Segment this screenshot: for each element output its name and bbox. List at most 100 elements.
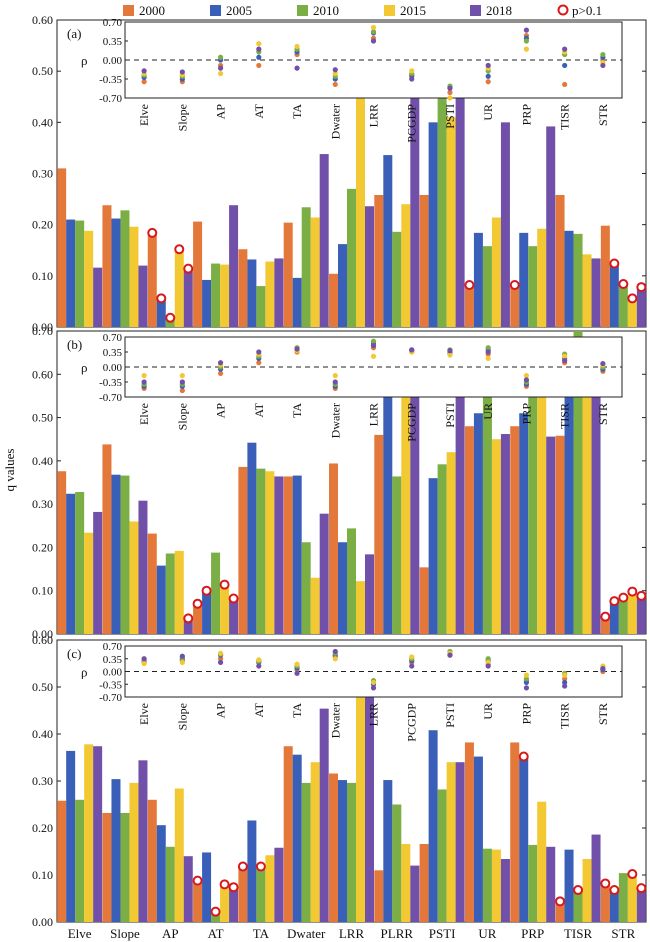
inset-x-label: Dwater — [328, 703, 342, 738]
bar-2005-PLRR — [383, 780, 393, 922]
bar-2015-AP — [174, 550, 184, 634]
bar-2018-PSTI — [455, 358, 465, 634]
bar-2005-PRP — [519, 756, 529, 922]
panel-label: (a) — [67, 26, 81, 41]
x-category-label: PSTI — [429, 926, 456, 941]
not-significant-marker — [183, 263, 194, 274]
inset-x-label: PRP — [519, 104, 533, 126]
bar-2010-Slope — [120, 210, 130, 327]
rho-point-2018-Slope — [179, 69, 185, 75]
bar-2010-UR — [482, 848, 492, 922]
bar-2000-PRP — [510, 742, 520, 922]
not-significant-marker — [627, 293, 638, 304]
bar-2010-Elve — [75, 220, 85, 327]
y-tick-label: 0.60 — [32, 367, 53, 381]
inset-x-label: PSTI — [443, 104, 457, 129]
rho-point-2018-Dwater — [332, 379, 338, 385]
bar-2010-TISR — [573, 331, 583, 634]
rho-point-2018-TA — [294, 670, 300, 676]
inset-x-label: LRR — [367, 703, 381, 726]
rho-point-2015-AP — [217, 70, 224, 77]
bar-2015-TA — [265, 471, 275, 634]
bar-2015-AP — [174, 249, 184, 327]
legend-swatch-2005 — [210, 5, 221, 16]
bar-2010-STR — [618, 597, 628, 634]
bar-2018-Dwater — [319, 154, 329, 327]
not-significant-marker — [255, 861, 266, 872]
bar-2010-PRP — [528, 356, 538, 634]
inset-x-label: Elve — [137, 403, 151, 425]
bar-2000-TA — [238, 866, 248, 922]
not-significant-marker — [573, 885, 584, 896]
rho-point-2018-UR — [485, 349, 491, 355]
bar-2005-TISR — [564, 365, 574, 634]
inset-y-tick-label: -0.35 — [99, 74, 122, 86]
bar-2018-TA — [274, 847, 284, 922]
bar-2000-Dwater — [283, 746, 293, 922]
bar-2005-STR — [609, 263, 619, 327]
bar-2000-TA — [238, 466, 248, 634]
bar-2018-TA — [274, 258, 284, 327]
inset-x-label: PCGDP — [405, 104, 419, 143]
bar-2010-PSTI — [437, 75, 447, 327]
y-tick-label: 0.50 — [32, 64, 53, 78]
bar-2010-Slope — [120, 475, 130, 634]
inset-x-label: Slope — [175, 104, 189, 131]
rho-point-2005-TISR — [562, 62, 568, 69]
rho-point-2005-PRP — [523, 679, 530, 686]
bar-2015-TISR — [582, 859, 592, 922]
inset-y-tick-label: 0.00 — [103, 55, 123, 67]
bar-2018-Elve — [93, 746, 103, 922]
bar-2005-TA — [247, 442, 257, 634]
bar-2000-LRR — [329, 773, 338, 922]
not-significant-marker — [636, 883, 647, 894]
legend-swatch-2000 — [123, 5, 134, 16]
bar-2015-PRP — [537, 376, 547, 634]
rho-point-2015-TA — [294, 661, 300, 667]
rho-point-2015-Dwater — [332, 70, 338, 77]
y-tick-label: 0.40 — [32, 115, 53, 129]
rho-point-2015-TISR — [562, 672, 568, 678]
bar-2005-PSTI — [428, 122, 438, 327]
bar-2015-Elve — [84, 744, 94, 922]
bar-2010-PLRR — [392, 804, 402, 922]
bar-2015-LRR — [356, 581, 365, 634]
bar-2018-AT — [229, 598, 239, 634]
bar-2010-AT — [211, 911, 221, 922]
bar-2015-PLRR — [401, 843, 411, 922]
rho-point-2015-LRR — [370, 24, 377, 31]
inset-x-label: AP — [214, 703, 228, 719]
y-tick-label: 0.40 — [32, 454, 53, 468]
bar-2015-Slope — [129, 782, 139, 922]
inset-x-label: TISR — [558, 403, 572, 429]
bar-2010-STR — [618, 873, 628, 922]
bar-2005-AT — [202, 852, 212, 922]
bar-2000-STR — [600, 225, 610, 327]
not-significant-marker — [600, 878, 611, 889]
x-category-label: TISR — [564, 926, 593, 941]
rho-point-2015-Elve — [141, 660, 147, 667]
y-tick-label: 0.60 — [32, 13, 53, 27]
bar-2000-UR — [464, 426, 474, 634]
rho-point-2015-PCGDP — [409, 654, 415, 660]
rho-point-2018-TISR — [562, 46, 568, 52]
bar-2000-PCGDP — [374, 194, 384, 327]
rho-point-2005-AT — [256, 54, 262, 60]
panel-a: 0.00 0.10 0.20 0.30 0.40 0.50 0.60 0.70 0.35 0.00… — [32, 13, 647, 334]
bar-2000-STR — [600, 616, 610, 634]
y-tick-label: 0.00 — [32, 915, 53, 929]
bar-2000-PSTI — [419, 843, 429, 922]
bar-2015-Slope — [129, 226, 139, 327]
panel-label: (c) — [67, 646, 81, 661]
rho-point-2015-LRR — [370, 679, 377, 686]
x-category-label: Slope — [110, 926, 140, 941]
bar-2000-LRR — [329, 463, 338, 634]
bar-2005-TA — [247, 820, 257, 922]
bar-2005-STR — [609, 601, 619, 634]
bar-2010-PRP — [528, 246, 538, 327]
rho-point-2018-TISR — [562, 357, 568, 364]
x-category-label: STR — [611, 926, 635, 941]
bar-2018-UR — [500, 859, 510, 922]
legend-marker-icon — [557, 4, 569, 16]
